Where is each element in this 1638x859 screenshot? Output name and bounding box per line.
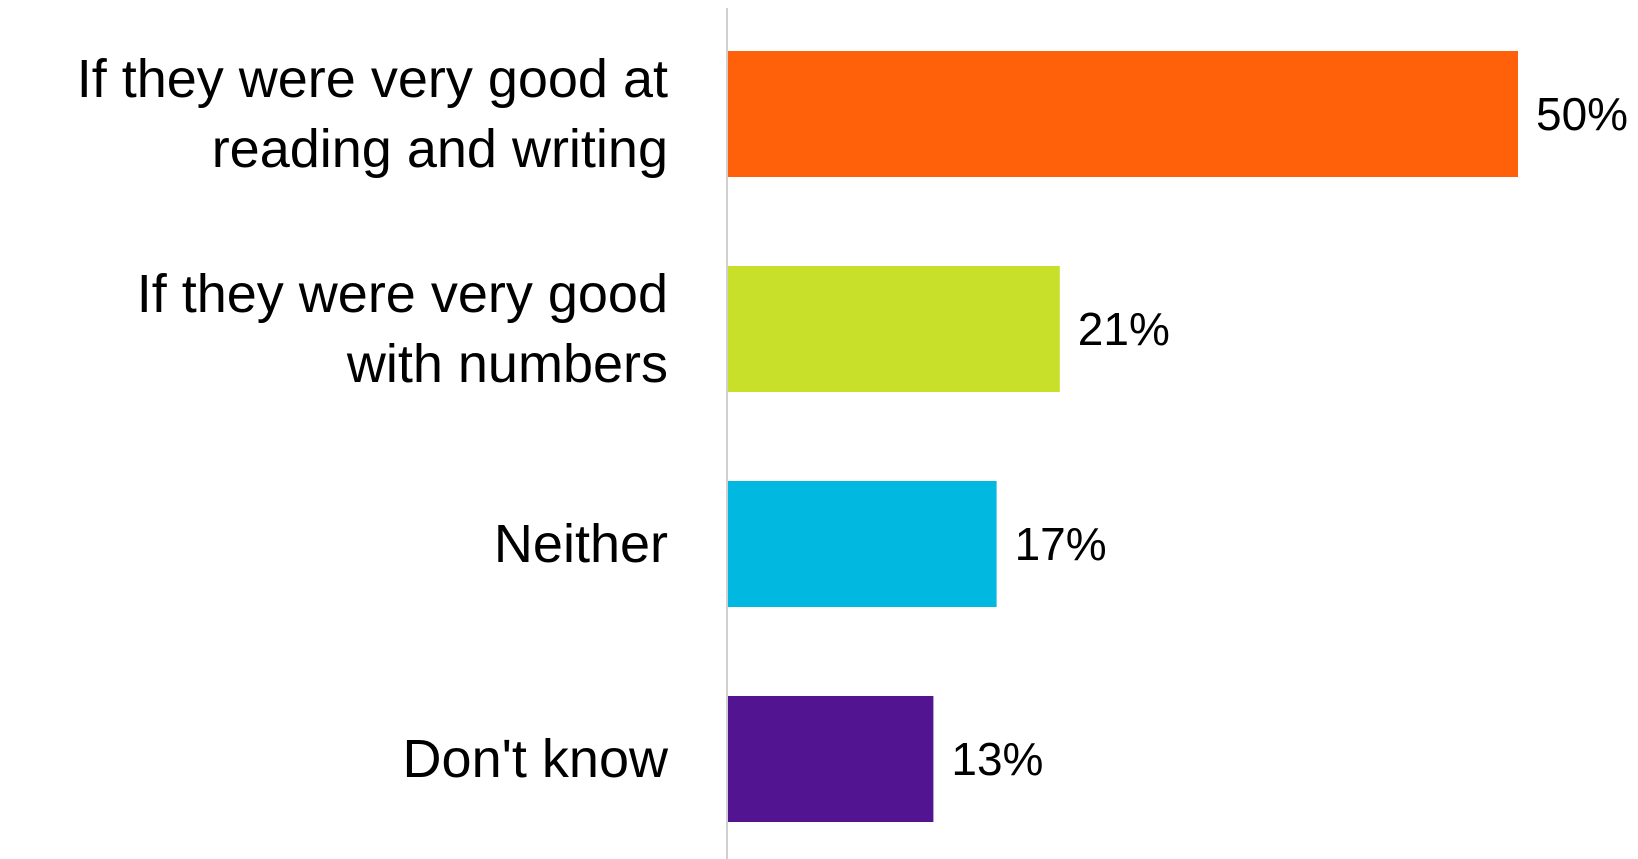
value-label-1: 21%: [1078, 303, 1170, 355]
category-label-line: Neither: [494, 514, 668, 574]
category-label-line: If they were very good: [137, 264, 668, 324]
category-labels-layer: If they were very good at reading and wri…: [77, 49, 669, 789]
bar-0: [728, 51, 1518, 177]
category-label-line: with numbers: [346, 334, 668, 394]
bars-layer: [728, 51, 1518, 822]
category-label-2: Neither: [494, 514, 668, 574]
value-labels-layer: 50% 21% 17% 13%: [951, 88, 1628, 785]
category-label-line: If they were very good at: [77, 49, 668, 109]
value-label-0: 50%: [1536, 88, 1628, 140]
bar-1: [728, 266, 1060, 392]
category-label-3: Don't know: [403, 729, 669, 789]
bar-2: [728, 481, 997, 607]
category-label-line: reading and writing: [212, 119, 668, 179]
category-label-0: If they were very good at reading and wri…: [77, 49, 668, 179]
bar-3: [728, 696, 934, 822]
category-label-1: If they were very good with numbers: [137, 264, 668, 394]
value-label-2: 17%: [1015, 518, 1107, 570]
category-label-line: Don't know: [403, 729, 669, 789]
value-label-3: 13%: [951, 733, 1043, 785]
